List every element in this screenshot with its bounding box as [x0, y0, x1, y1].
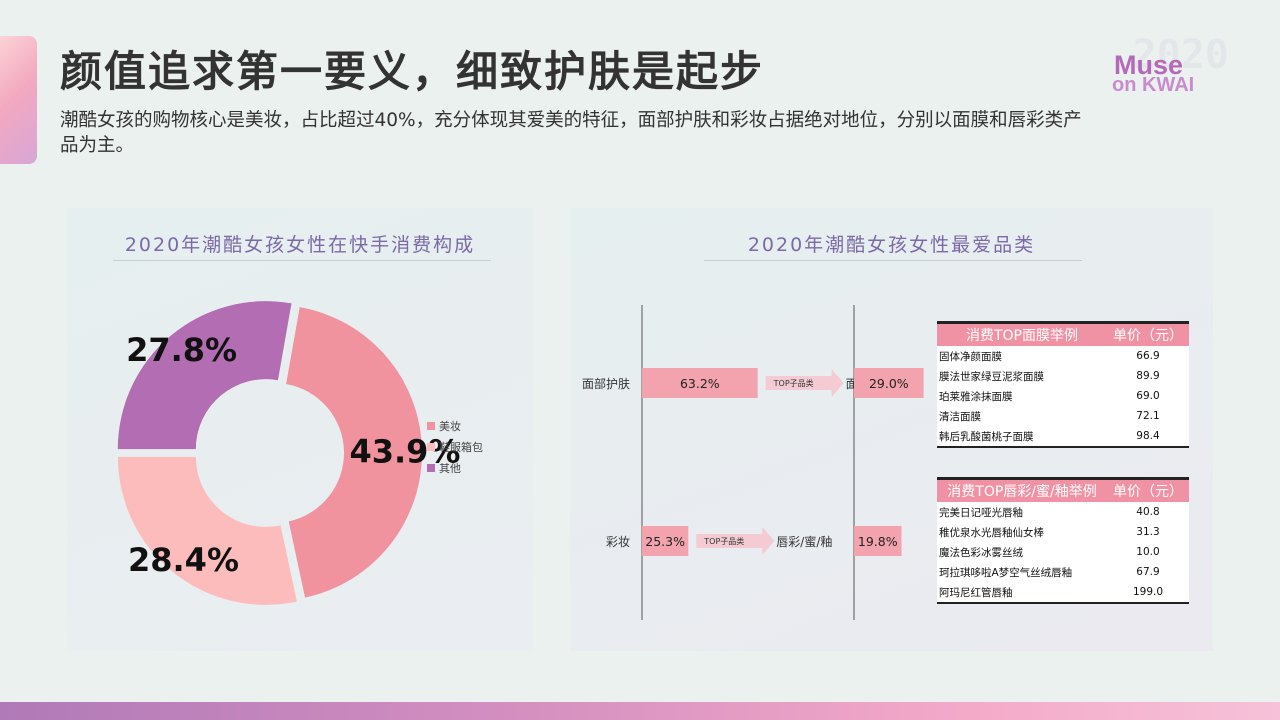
donut-slice	[286, 307, 422, 598]
page-subtitle: 潮酷女孩的购物核心是美妆，占比超过40%，充分体现其爱美的特征，面部护肤和彩妆占…	[60, 110, 1082, 156]
product-name: 阿玛尼红管唇釉	[939, 586, 1013, 599]
legend-label: 美妆	[439, 420, 461, 433]
arrow-icon	[696, 527, 775, 555]
product-name: 魔法色彩冰雾丝绒	[939, 546, 1023, 559]
slice-label: 43.9%	[349, 432, 460, 470]
mask-price-table: 消费TOP面膜举例 单价（元） 固体净颜面膜 66.9 膜法世家绿豆泥浆面膜 89.…	[937, 321, 1189, 448]
table-header: 消费TOP面膜举例 单价（元）	[937, 321, 1189, 346]
legend-swatch	[427, 443, 435, 451]
muse-on-kwai-logo: 2020 Muse on KWAI	[1110, 32, 1235, 98]
unit-price: 10.0	[1136, 546, 1160, 558]
accent-block	[0, 36, 37, 164]
legend-swatch	[427, 464, 435, 472]
bar-value-label: 25.3%	[645, 534, 685, 549]
donut-slice	[117, 456, 297, 605]
product-name: 珂拉琪哆啦A梦空气丝绒唇釉	[939, 566, 1073, 579]
table-row: 韩后乳酸菌桃子面膜 98.4	[937, 426, 1189, 446]
header-cell: 单价（元）	[1113, 484, 1183, 500]
subcategory-value-label: 29.0%	[869, 376, 909, 391]
unit-price: 89.9	[1136, 370, 1160, 382]
category-bar-chart: 面部护肤63.2%TOP子品类面膜29.0%彩妆25.3%TOP子品类唇彩/蜜/…	[582, 305, 924, 620]
category-bar	[642, 368, 758, 398]
slice-label: 28.4%	[128, 541, 239, 579]
title-rule	[704, 260, 1082, 261]
product-name: 珀莱雅涂抹面膜	[939, 390, 1013, 403]
table-row: 稚优泉水光唇釉仙女棒 31.3	[937, 522, 1189, 542]
category-bar	[642, 526, 689, 556]
table-row: 魔法色彩冰雾丝绒 10.0	[937, 542, 1189, 562]
category-label: 彩妆	[606, 535, 630, 549]
unit-price: 67.9	[1136, 566, 1160, 578]
product-name: 完美日记哑光唇釉	[939, 506, 1023, 519]
bottom-gradient-bar	[0, 702, 1280, 720]
header-cell: 消费TOP唇彩/蜜/釉举例	[947, 484, 1097, 500]
table-row: 膜法世家绿豆泥浆面膜 89.9	[937, 366, 1189, 386]
unit-price: 72.1	[1136, 410, 1160, 422]
table-row: 珂拉琪哆啦A梦空气丝绒唇釉 67.9	[937, 562, 1189, 582]
header-cell: 单价（元）	[1113, 328, 1183, 344]
legend-swatch	[427, 422, 435, 430]
subcategory-value-label: 19.8%	[858, 534, 898, 549]
legend-label: 其他	[439, 462, 461, 475]
product-name: 固体净颜面膜	[939, 350, 1002, 363]
category-label: 面部护肤	[582, 376, 630, 391]
unit-price: 199.0	[1132, 586, 1164, 598]
page-title: 颜值追求第一要义，细致护肤是起步	[60, 47, 765, 96]
product-name: 清洁面膜	[939, 410, 981, 423]
table-row: 清洁面膜 72.1	[937, 406, 1189, 426]
table-row: 完美日记哑光唇釉 40.8	[937, 502, 1189, 522]
unit-price: 69.0	[1136, 390, 1160, 402]
donut-chart-title: 2020年潮酷女孩女性在快手消费构成	[124, 234, 476, 256]
bar-value-label: 63.2%	[680, 376, 720, 391]
table-row: 固体净颜面膜 66.9	[937, 346, 1189, 366]
logo-year: 2020	[1132, 32, 1229, 78]
arrow-label: TOP子品类	[703, 536, 744, 546]
unit-price: 98.4	[1136, 430, 1160, 442]
logo-line1: Muse	[1114, 50, 1184, 80]
lip-price-table: 消费TOP唇彩/蜜/釉举例 单价（元） 完美日记哑光唇釉 40.8 稚优泉水光唇釉…	[937, 477, 1189, 604]
legend-label: 鞋服箱包	[439, 440, 483, 454]
unit-price: 66.9	[1136, 350, 1160, 362]
unit-price: 40.8	[1136, 506, 1160, 518]
donut-slice	[117, 301, 292, 450]
title-rule	[113, 260, 491, 261]
product-name: 膜法世家绿豆泥浆面膜	[939, 370, 1044, 383]
table-header: 消费TOP唇彩/蜜/釉举例 单价（元）	[937, 477, 1189, 502]
slice-label: 27.8%	[126, 331, 237, 369]
table-row: 珀莱雅涂抹面膜 69.0	[937, 386, 1189, 406]
product-name: 韩后乳酸菌桃子面膜	[939, 430, 1034, 443]
product-name: 稚优泉水光唇釉仙女棒	[939, 526, 1044, 539]
arrow-icon	[765, 369, 844, 397]
subcategory-label: 唇彩/蜜/釉	[776, 534, 832, 549]
header-cell: 消费TOP面膜举例	[965, 328, 1078, 344]
logo-line2: on KWAI	[1112, 74, 1195, 96]
subcategory-bar	[854, 526, 902, 556]
unit-price: 31.3	[1136, 526, 1160, 538]
subcategory-bar	[854, 368, 924, 398]
category-chart-title: 2020年潮酷女孩女性最爱品类	[747, 234, 1036, 256]
arrow-label: TOP子品类	[773, 378, 814, 388]
table-row: 阿玛尼红管唇釉 199.0	[937, 582, 1189, 602]
